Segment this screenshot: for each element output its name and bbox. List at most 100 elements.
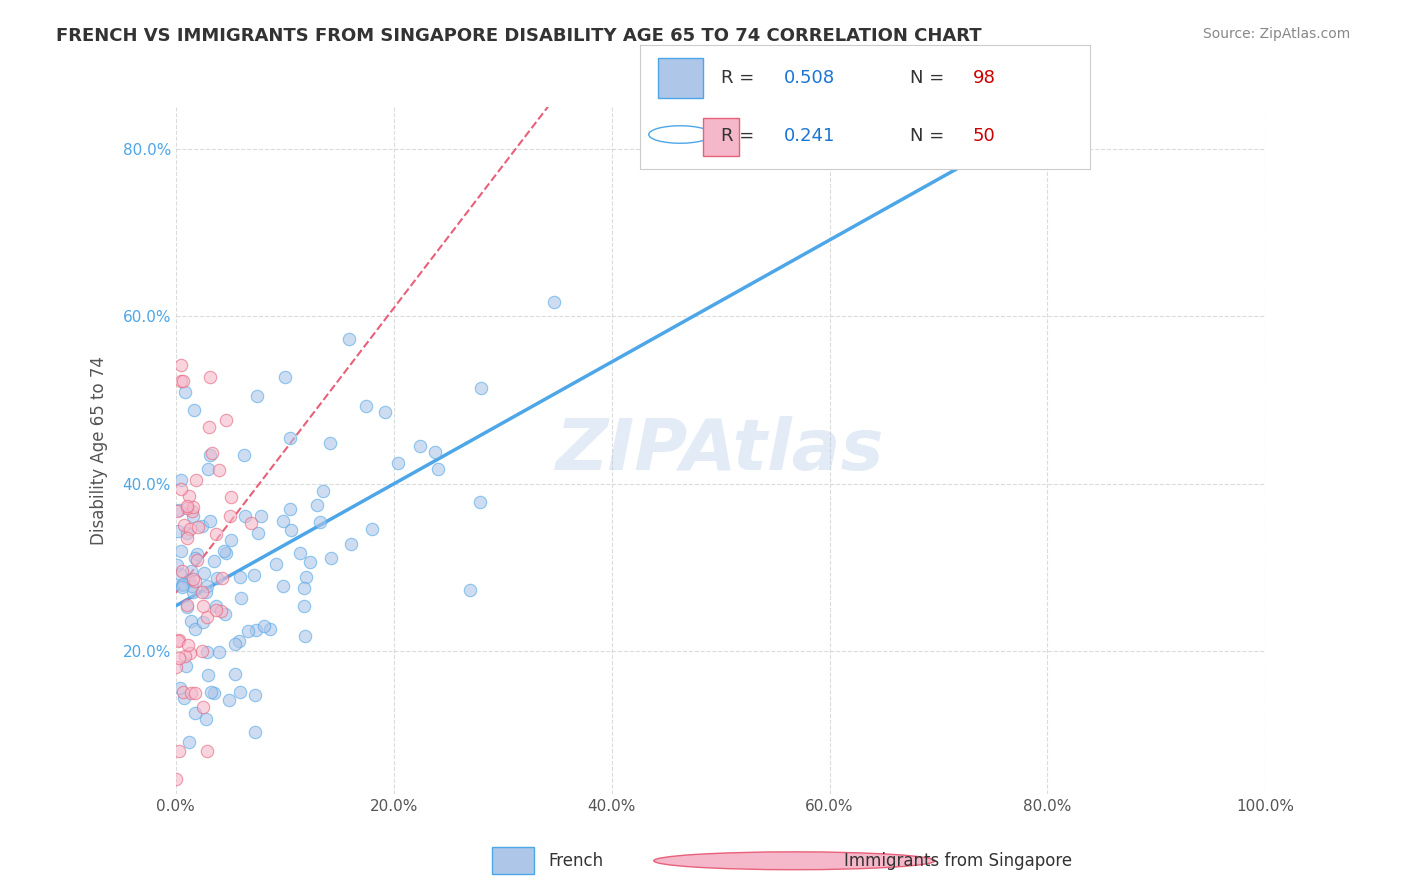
Point: [186, 553, 208, 567]
Point: [204, 603, 226, 617]
Point: [191, 599, 214, 614]
Point: [173, 385, 195, 400]
Point: [194, 584, 217, 599]
Text: 98: 98: [973, 70, 995, 87]
Bar: [658, 58, 703, 98]
Point: [166, 558, 188, 573]
Point: [173, 517, 195, 532]
Point: [184, 622, 207, 636]
Point: [167, 651, 190, 665]
Point: [169, 633, 191, 648]
Point: [194, 712, 217, 726]
Point: [173, 649, 195, 664]
Point: [170, 374, 193, 388]
Point: [278, 431, 301, 445]
Point: [173, 691, 195, 706]
Point: [202, 686, 225, 700]
Point: [165, 660, 187, 674]
Point: [221, 533, 243, 547]
Point: [318, 435, 340, 450]
Point: [197, 462, 219, 476]
Point: [204, 554, 226, 568]
Point: [197, 668, 219, 682]
Text: R =: R =: [721, 127, 759, 145]
Point: [290, 546, 312, 560]
Point: [292, 581, 315, 595]
Text: 0.508: 0.508: [783, 70, 835, 87]
Point: [423, 445, 446, 459]
Point: [181, 504, 204, 518]
Point: [183, 403, 205, 417]
Point: [253, 619, 276, 633]
Point: [181, 572, 204, 586]
Point: [211, 571, 233, 585]
Point: [250, 508, 273, 523]
Point: [273, 370, 295, 384]
Text: French: French: [548, 852, 603, 870]
Text: 50: 50: [973, 127, 995, 145]
Point: [184, 574, 207, 589]
Point: [354, 399, 377, 413]
Point: [184, 473, 207, 487]
Point: [186, 547, 208, 561]
Point: [191, 700, 214, 714]
Point: [180, 614, 202, 628]
Point: [170, 358, 193, 372]
Point: [470, 495, 492, 509]
Point: [271, 579, 294, 593]
Text: N =: N =: [910, 70, 949, 87]
Text: Source: ZipAtlas.com: Source: ZipAtlas.com: [1202, 27, 1350, 41]
Point: [264, 557, 287, 571]
Point: [229, 570, 252, 584]
Point: [240, 516, 263, 530]
Bar: [703, 119, 738, 156]
Point: [167, 503, 190, 517]
Point: [172, 580, 194, 594]
Point: [247, 525, 270, 540]
Point: [246, 389, 269, 403]
Point: [176, 599, 198, 613]
Point: [340, 537, 363, 551]
Point: [181, 500, 204, 514]
Point: [170, 578, 193, 592]
Point: [176, 531, 198, 545]
Point: [172, 374, 194, 388]
Point: [170, 543, 193, 558]
Point: [195, 609, 218, 624]
Point: [170, 482, 193, 496]
Point: [176, 600, 198, 615]
Point: [176, 526, 198, 541]
Point: [470, 381, 492, 395]
Point: [308, 515, 330, 529]
Point: [312, 484, 335, 499]
Text: R =: R =: [721, 70, 759, 87]
Point: [197, 579, 219, 593]
Point: [214, 607, 236, 621]
Point: [259, 623, 281, 637]
Point: [193, 566, 215, 581]
Point: [167, 744, 190, 758]
Point: [205, 571, 228, 585]
Point: [228, 633, 250, 648]
Point: [208, 463, 231, 477]
Point: [183, 509, 205, 524]
Point: [233, 509, 256, 524]
Point: [169, 681, 191, 696]
Point: [181, 579, 204, 593]
Point: [229, 591, 252, 606]
Point: [198, 448, 221, 462]
Point: [280, 523, 302, 537]
Point: [243, 568, 266, 582]
Point: [209, 604, 232, 618]
Point: [170, 473, 193, 487]
Point: [427, 462, 450, 476]
Point: [184, 551, 207, 566]
Point: [337, 332, 360, 346]
Point: [200, 685, 222, 699]
Point: [172, 577, 194, 591]
Point: [292, 599, 315, 614]
Circle shape: [648, 126, 711, 144]
Point: [236, 624, 259, 638]
Point: [271, 514, 294, 528]
Point: [176, 659, 198, 673]
